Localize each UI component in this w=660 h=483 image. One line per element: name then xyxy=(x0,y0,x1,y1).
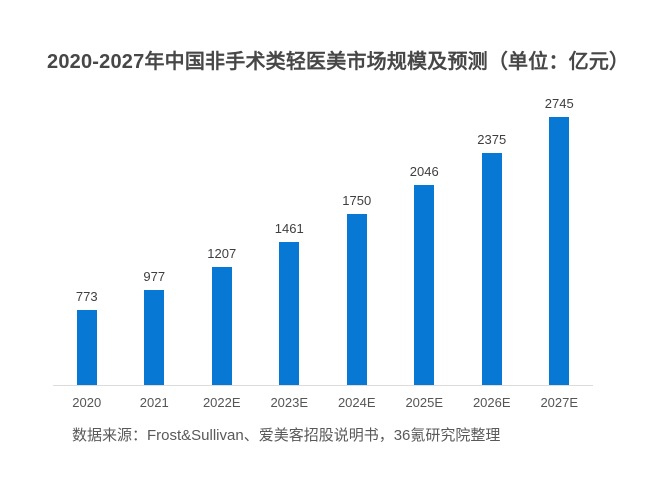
bar-value-label: 1750 xyxy=(342,193,372,208)
x-axis-label: 2025E xyxy=(405,395,444,410)
x-axis-label: 2023E xyxy=(270,395,309,410)
x-axis-label: 2022E xyxy=(202,395,241,410)
bar-group: 2375 xyxy=(458,92,526,385)
bar xyxy=(549,117,570,385)
bar-group: 2745 xyxy=(526,92,594,385)
bar-value-label: 773 xyxy=(75,289,98,304)
bar-group: 2046 xyxy=(391,92,459,385)
bar xyxy=(279,242,300,385)
chart-title: 2020-2027年中国非手术类轻医美市场规模及预测（单位：亿元） xyxy=(47,51,630,73)
bar-value-label: 2046 xyxy=(409,164,439,179)
bar-value-label: 2375 xyxy=(477,132,507,147)
x-axis-label: 2020 xyxy=(72,395,102,410)
x-axis-label: 2026E xyxy=(472,395,511,410)
bar-group: 977 xyxy=(121,92,189,385)
bar-group: 1750 xyxy=(323,92,391,385)
bar-group: 1461 xyxy=(256,92,324,385)
x-axis-label: 2021 xyxy=(139,395,169,410)
bar xyxy=(144,290,165,385)
bar xyxy=(346,214,367,385)
bar-value-label: 977 xyxy=(143,269,166,284)
x-axis: 2020 2021 2022E 2023E 2024E 2025E 2026E 2027E xyxy=(53,386,593,410)
bar xyxy=(414,185,435,385)
bar-chart-plot: 773 977 1207 1461 1750 2046 2375 2745 xyxy=(53,92,593,386)
bar xyxy=(481,153,502,385)
bar-value-label: 1461 xyxy=(274,221,304,236)
bar-value-label: 1207 xyxy=(207,246,237,261)
bar-group: 773 xyxy=(53,92,121,385)
bar xyxy=(211,267,232,385)
x-axis-label: 2024E xyxy=(337,395,376,410)
x-axis-label: 2027E xyxy=(540,395,579,410)
bar xyxy=(76,310,97,385)
bar-value-label: 2745 xyxy=(544,96,574,111)
bar-group: 1207 xyxy=(188,92,256,385)
data-source-note: 数据来源：Frost&Sullivan、爱美客招股说明书，36氪研究院整理 xyxy=(72,427,501,444)
